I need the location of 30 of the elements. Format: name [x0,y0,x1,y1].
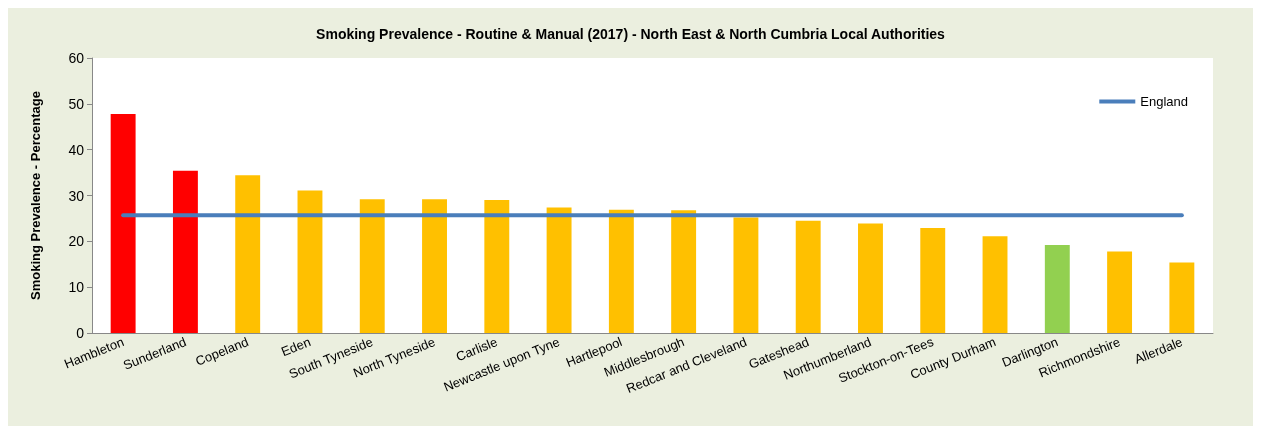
bar [795,220,821,333]
bar [546,207,572,333]
y-tick-label: 50 [68,95,85,112]
bar [920,228,946,333]
bar [172,170,198,333]
bar [671,210,697,333]
bar [1107,251,1133,333]
y-tick-label: 60 [68,50,85,66]
bar [297,190,323,333]
y-tick-label: 40 [68,141,85,158]
chart-title: Smoking Prevalence - Routine & Manual (2017) - North East & North Cumbria Local Authorities [316,26,946,42]
y-tick-label: 20 [68,233,85,250]
y-tick-label: 10 [68,279,85,296]
y-axis-title: Smoking Prevalence - Percentage [28,91,43,300]
bar [858,223,883,333]
y-tick-label: 30 [68,187,85,204]
bar [110,113,136,333]
bar [733,217,759,333]
bar [982,236,1008,333]
bar [235,175,261,333]
y-tick-label: 0 [76,325,85,341]
bar [1169,262,1195,333]
x-tick-label: Eden [279,334,313,360]
bar [1044,245,1070,333]
bar [422,199,447,333]
legend-label: England [1140,94,1189,109]
x-tick-label: Carlisle [453,334,500,365]
bar [359,199,385,333]
bar [608,209,634,333]
bar [484,200,510,333]
